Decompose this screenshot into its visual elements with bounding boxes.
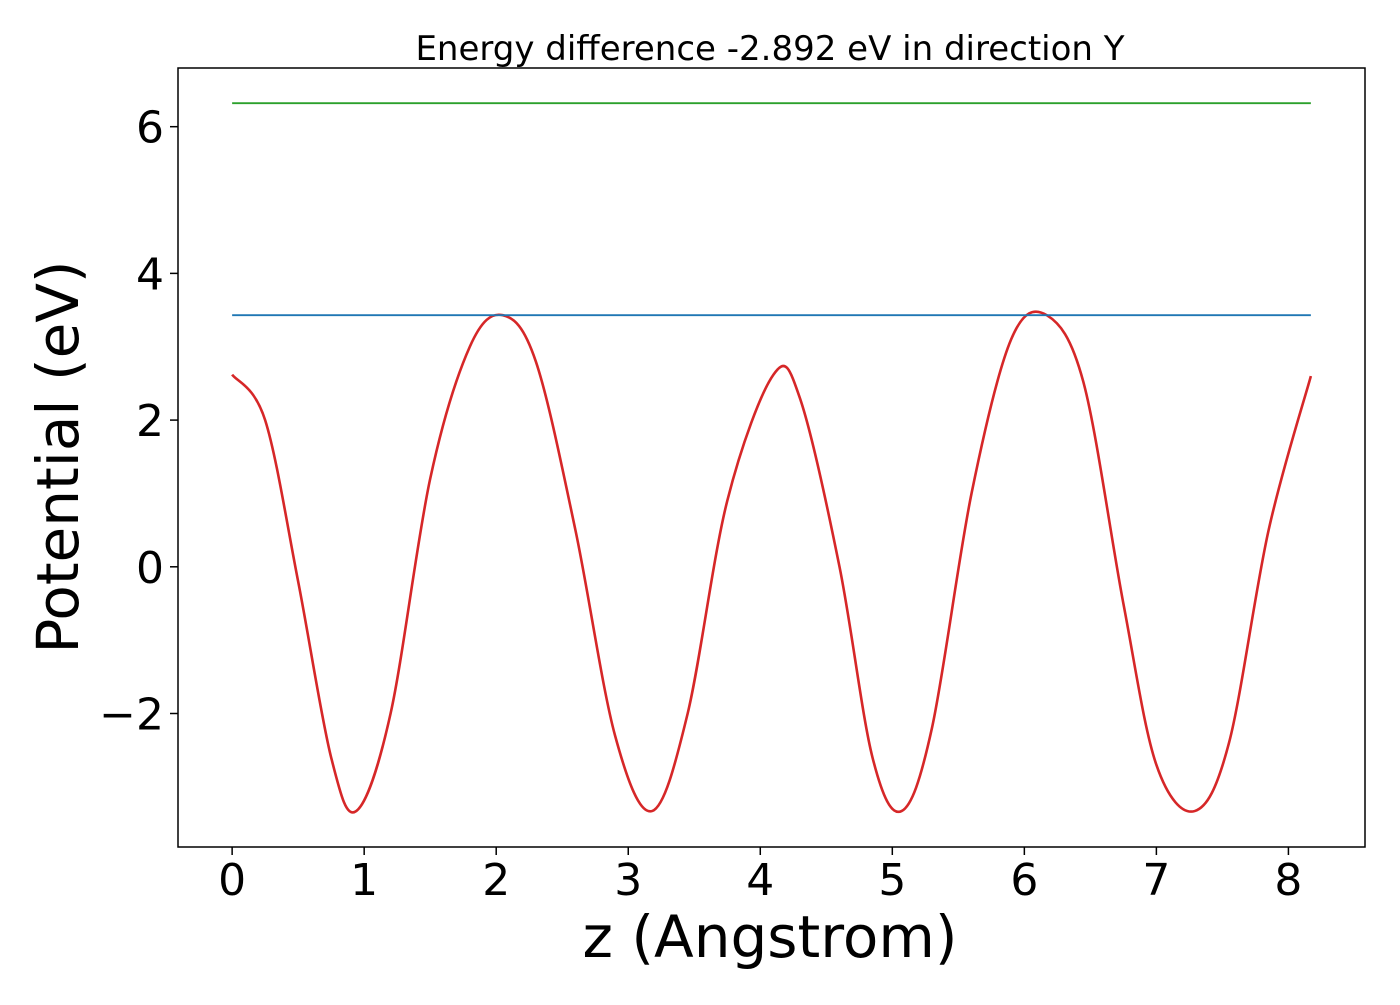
y-axis-ticks: −2 0 2 4 6 — [99, 103, 178, 740]
x-tick-label: 7 — [1142, 855, 1170, 906]
y-tick-label: 0 — [136, 543, 164, 594]
y-tick-label: 2 — [136, 396, 164, 447]
x-tick-label: 3 — [614, 855, 642, 906]
x-tick-label: 6 — [1010, 855, 1038, 906]
y-tick-label: −2 — [99, 689, 164, 740]
x-tick-label: 0 — [218, 855, 246, 906]
plot-area-frame — [177, 67, 1366, 848]
x-axis-label: z (Angstrom) — [583, 903, 958, 971]
x-axis-ticks: 0 1 2 3 4 5 6 7 8 — [218, 847, 1302, 906]
series-line-1 — [231, 310, 1313, 814]
chart-title: Energy difference -2.892 eV in direction… — [415, 29, 1124, 69]
x-tick-label: 8 — [1274, 855, 1302, 906]
y-tick-label: 6 — [136, 103, 164, 154]
x-tick-label: 5 — [878, 855, 906, 906]
y-axis-label: Potential (eV) — [24, 260, 92, 653]
y-tick-label: 4 — [136, 249, 164, 300]
x-tick-label: 2 — [482, 855, 510, 906]
x-tick-label: 1 — [350, 855, 378, 906]
x-tick-label: 4 — [746, 855, 774, 906]
series-layer — [231, 102, 1313, 814]
